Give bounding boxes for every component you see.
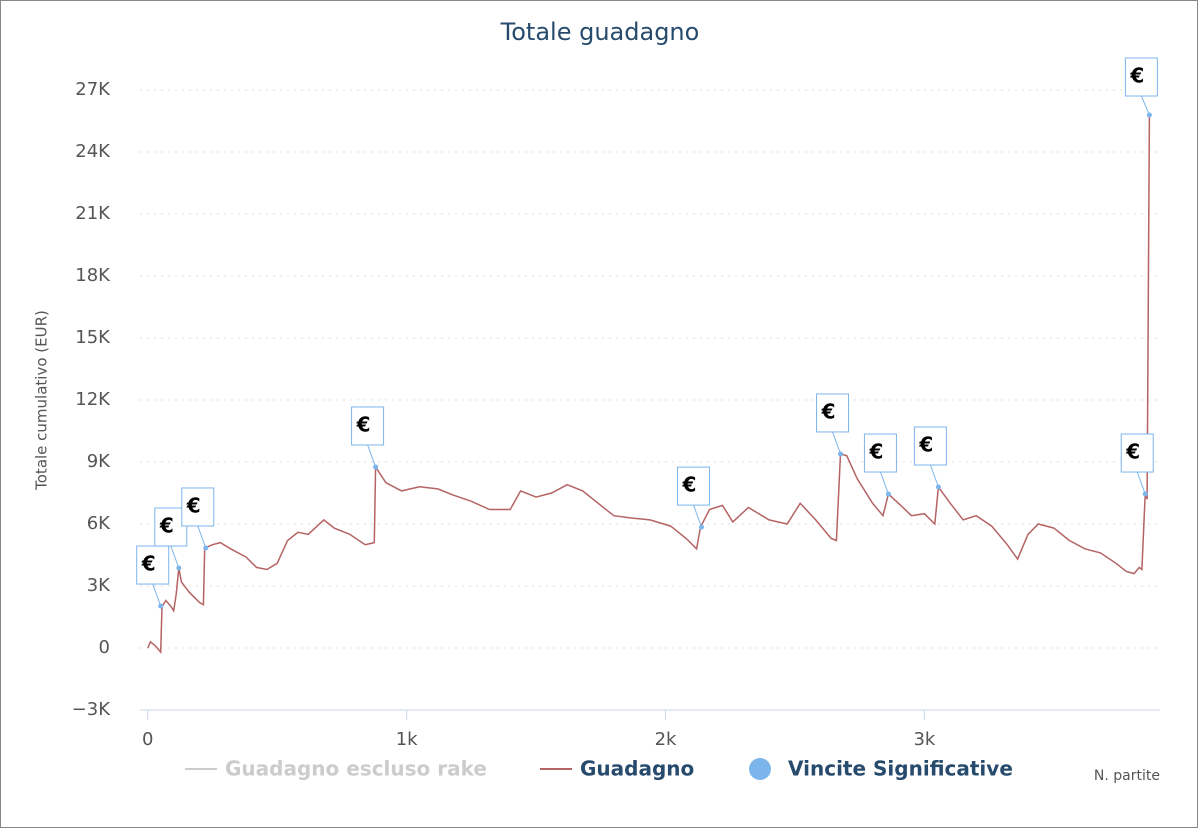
- x-tick-label: 1k: [396, 729, 418, 750]
- flag-label: €: [918, 433, 933, 457]
- flag-label: €: [356, 412, 371, 436]
- flag-connector: [197, 525, 207, 549]
- flag-box: [1120, 433, 1154, 473]
- flag-label: €: [821, 399, 836, 423]
- flag-label: €: [868, 440, 883, 464]
- legend-label[interactable]: Vincite Significative: [788, 757, 1013, 781]
- y-tick-label: 3K: [87, 575, 111, 596]
- flag-connector: [170, 545, 180, 569]
- point: [373, 464, 379, 470]
- flag-connector: [832, 431, 842, 455]
- point: [935, 484, 941, 490]
- y-tick-label: 24K: [75, 141, 111, 162]
- point: [885, 491, 891, 497]
- flag-box: [677, 466, 711, 506]
- chart-title: Totale guadagno: [500, 18, 700, 46]
- flag-connector: [929, 464, 939, 488]
- flag-label: €: [1125, 440, 1140, 464]
- y-tick-label: 18K: [75, 265, 111, 286]
- point: [176, 565, 182, 571]
- x-tick-label: 2k: [655, 729, 677, 750]
- y-axis-title: Totale cumulativo (EUR): [33, 310, 51, 491]
- flag-connector: [367, 444, 377, 468]
- flag-box: [136, 545, 170, 585]
- y-tick-label: 21K: [75, 203, 111, 224]
- x-axis-title: N. partite: [1094, 768, 1160, 784]
- flag-label: €: [186, 493, 201, 517]
- flag-connector: [1140, 95, 1150, 116]
- flag-connector: [879, 471, 889, 495]
- flag-label: €: [682, 473, 697, 497]
- line: [147, 114, 1151, 655]
- y-tick-label: 6K: [87, 513, 111, 534]
- flag-box: [181, 487, 215, 527]
- y-tick-label: −3K: [72, 699, 112, 720]
- flag-label: €: [159, 514, 174, 538]
- flag-box: [816, 393, 850, 433]
- flag-box: [1124, 57, 1158, 97]
- y-tick-label: 9K: [87, 451, 111, 472]
- flag-connector: [693, 504, 702, 528]
- y-tick-label: 12K: [75, 389, 111, 410]
- legend-symbol: [749, 758, 771, 780]
- point: [158, 603, 164, 609]
- legend-label[interactable]: Guadagno escluso rake: [225, 757, 487, 781]
- x-tick-label: 0: [142, 729, 153, 750]
- flag-box: [863, 433, 897, 473]
- y-tick-label: 15K: [75, 327, 111, 348]
- point: [1146, 112, 1152, 118]
- point: [1142, 491, 1148, 497]
- x-tick-label: 3k: [913, 729, 935, 750]
- flag-box: [913, 426, 947, 466]
- point: [203, 545, 209, 551]
- y-tick-label: 0: [99, 637, 110, 658]
- flag-connector: [1136, 471, 1146, 495]
- legend-label[interactable]: Guadagno: [580, 757, 694, 781]
- flag-connector: [152, 583, 162, 607]
- point: [838, 451, 844, 457]
- flag-label: €: [141, 552, 156, 576]
- point: [699, 524, 705, 530]
- flag-box: [351, 406, 385, 446]
- y-tick-label: 27K: [75, 79, 111, 100]
- flag-label: €: [1129, 64, 1144, 88]
